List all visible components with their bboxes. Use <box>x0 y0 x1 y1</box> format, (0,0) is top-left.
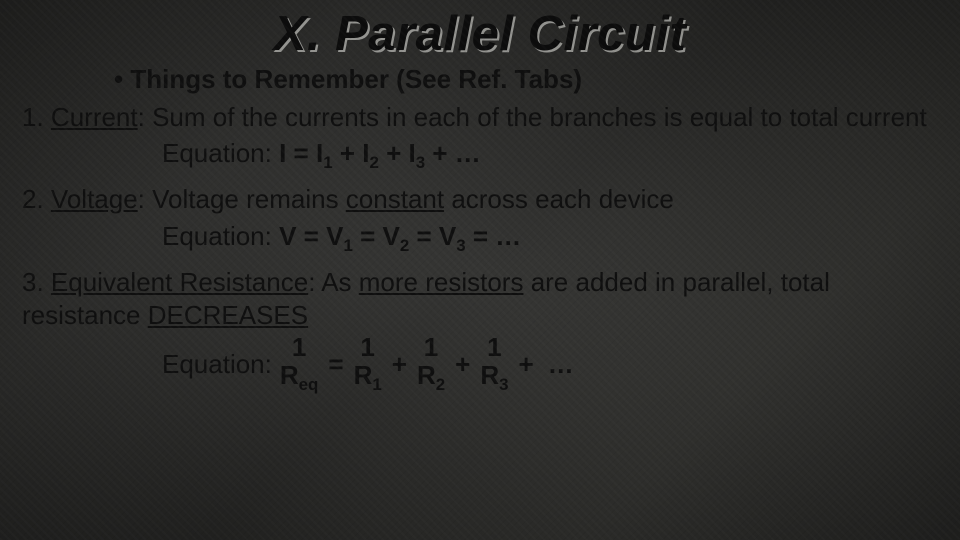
fraction: 1 R3 <box>478 334 510 393</box>
fraction: 1 Req <box>278 334 321 393</box>
frac-num: 1 <box>420 334 442 361</box>
equation-voltage: Equation: V = V1 = V2 = V3 = … <box>162 221 938 256</box>
ellipsis: … <box>542 349 574 380</box>
fraction: 1 R1 <box>352 334 384 393</box>
den-base: R <box>417 360 436 390</box>
equation-label: Equation: <box>162 138 272 168</box>
item-desc: : Sum of the currents in each of the bra… <box>138 102 927 132</box>
op-equals: = <box>326 349 345 380</box>
eq-sub: 1 <box>323 153 332 172</box>
eq-text: = … <box>466 221 522 251</box>
equation-current: Equation: I = I1 + I2 + I3 + … <box>162 138 938 173</box>
item-desc-u1: more resistors <box>359 267 524 297</box>
den-sub: 3 <box>499 375 508 394</box>
equation-label: Equation: <box>162 349 272 380</box>
eq-text: + … <box>425 138 481 168</box>
eq-text: = V <box>353 221 400 251</box>
item-desc-u: constant <box>346 184 444 214</box>
den-sub: 2 <box>436 375 445 394</box>
eq-text: = V <box>409 221 456 251</box>
frac-den: Req <box>278 362 321 394</box>
den-sub: eq <box>299 375 319 394</box>
fraction: 1 R2 <box>415 334 447 393</box>
item-desc-pre: : Voltage remains <box>138 184 346 214</box>
eq-sub: 2 <box>400 236 409 255</box>
eq-text: + I <box>379 138 416 168</box>
item-desc-u2: DECREASES <box>148 300 308 330</box>
eq-text: V = V <box>279 221 343 251</box>
equation-resistance: Equation: 1 Req = 1 R1 + 1 R2 + 1 R3 + … <box>162 334 938 393</box>
frac-den: R2 <box>415 362 447 394</box>
den-base: R <box>480 360 499 390</box>
frac-num: 1 <box>288 334 310 361</box>
subtitle-text: Things to Remember (See Ref. Tabs) <box>130 64 582 94</box>
bullet-icon: • <box>114 64 123 94</box>
item-term: Current <box>51 102 138 132</box>
item-desc-post: across each device <box>444 184 674 214</box>
den-base: R <box>280 360 299 390</box>
slide-title: X. Parallel Circuit <box>22 6 938 62</box>
subtitle: • Things to Remember (See Ref. Tabs) <box>114 64 938 95</box>
frac-den: R3 <box>478 362 510 394</box>
eq-sub: 3 <box>416 153 425 172</box>
eq-sub: 1 <box>343 236 352 255</box>
eq-text: + I <box>333 138 370 168</box>
item-term: Voltage <box>51 184 138 214</box>
op-plus: + <box>453 349 472 380</box>
item-current: 1. Current: Sum of the currents in each … <box>22 101 938 134</box>
den-base: R <box>354 360 373 390</box>
equation-label: Equation: <box>162 221 272 251</box>
frac-num: 1 <box>356 334 378 361</box>
frac-den: R1 <box>352 362 384 394</box>
item-desc-pre: : As <box>308 267 359 297</box>
frac-num: 1 <box>483 334 505 361</box>
equation-body: I = I1 + I2 + I3 + … <box>279 138 481 168</box>
eq-text: I = I <box>279 138 323 168</box>
item-voltage: 2. Voltage: Voltage remains constant acr… <box>22 183 938 216</box>
eq-sub: 2 <box>369 153 378 172</box>
op-plus: + <box>390 349 409 380</box>
den-sub: 1 <box>372 375 381 394</box>
item-term: Equivalent Resistance <box>51 267 308 297</box>
item-resistance: 3. Equivalent Resistance: As more resist… <box>22 266 938 333</box>
eq-sub: 3 <box>456 236 465 255</box>
item-number: 1. <box>22 102 44 132</box>
equation-body: V = V1 = V2 = V3 = … <box>279 221 521 251</box>
item-number: 2. <box>22 184 44 214</box>
slide: X. Parallel Circuit • Things to Remember… <box>0 0 960 540</box>
op-plus: + <box>517 349 536 380</box>
item-number: 3. <box>22 267 44 297</box>
